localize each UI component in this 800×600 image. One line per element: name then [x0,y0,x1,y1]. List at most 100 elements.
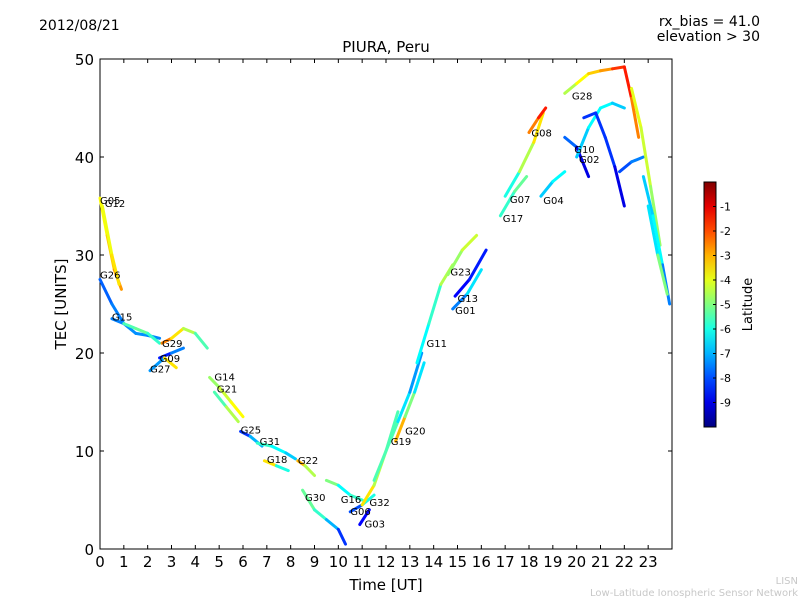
series-label: G12 [105,199,125,210]
series-segment [503,170,521,198]
series-label: G13 [458,294,478,305]
series-segment [587,69,602,76]
series-segment [110,317,126,326]
series-label: G07 [510,195,530,206]
series-segment [160,336,173,345]
series-G13 [453,248,488,298]
series-segment [313,508,328,522]
series-segment [284,451,297,461]
series-segment [465,268,483,296]
series-label: G29 [162,339,182,350]
series-segment [303,464,316,477]
series-segment [582,111,598,120]
series-G23 [446,233,479,277]
series-label: G14 [214,373,234,384]
series-segment [610,101,626,110]
series-unlabeled [618,155,645,174]
series-segment [517,140,536,174]
series-label: G03 [365,520,385,531]
colorbar-label: Latitude [741,278,756,332]
series-segment [532,111,545,144]
series-segment [629,96,641,139]
series-segment [575,126,591,159]
series-segment [610,65,626,71]
x-tick-label: 15 [448,553,467,571]
y-axis-label: TEC [UNITS] [52,259,70,351]
series-G09 [158,346,185,360]
x-tick-label: 20 [567,553,586,571]
series-segment [336,483,352,497]
x-tick-label: 12 [376,553,395,571]
series-segment [622,65,633,100]
x-tick-label: 14 [424,553,443,571]
y-tick-label: 0 [84,541,94,559]
elevation-label: elevation > 30 [656,29,760,45]
x-axis-label: Time [UT] [348,576,422,594]
colorbar-tick-label: -9 [720,397,731,410]
series-segment [453,278,471,298]
series-segment [348,493,364,502]
colorbar-tick-label: -1 [720,201,731,214]
series-label: G26 [100,271,120,282]
series-label: G21 [217,384,237,395]
series-segment [162,356,178,370]
series-unlabeled [582,111,626,208]
series-G15 [110,317,162,345]
series-segment [629,86,643,130]
series-segment [618,160,633,174]
series-G20 [394,361,426,443]
series-segment [587,106,602,130]
series-segment [134,331,150,337]
x-tick-label: 8 [286,553,296,571]
series-segment [613,165,626,208]
series-segment [413,361,426,394]
x-tick-label: 11 [353,553,372,571]
series-segment [427,282,443,326]
credit-long: Low-Latitude Ionospheric Sensor Network [590,588,798,599]
colorbar-tick-label: -7 [720,348,731,361]
series-G01 [451,268,483,311]
series-segment [527,116,541,134]
x-tick-label: 17 [496,553,515,571]
series-G07 [503,111,545,198]
series-G32 [360,410,400,507]
series-segment [98,278,114,306]
series-G16 [324,478,364,502]
series-G29 [160,327,209,350]
series-segment [229,400,245,419]
series-segment [274,464,290,473]
series-label: G32 [369,498,389,509]
series-label: G18 [267,455,287,466]
series-segment [384,420,400,453]
series-label: G05 [100,196,120,207]
x-tick-label: 3 [167,553,177,571]
series-segment [467,248,488,281]
series-segment [146,331,162,345]
series-label: G02 [579,155,599,166]
series-segment [656,253,669,296]
series-segment [603,135,617,169]
series-unlabeled [646,204,669,296]
series-label: G20 [405,426,425,437]
series-G17 [498,175,529,218]
series-segment [537,106,548,120]
series-label: G06 [350,507,370,518]
series-segment [224,405,240,424]
series-label: G01 [455,306,475,317]
x-tick-label: 16 [472,553,491,571]
series-G28 [563,65,641,139]
series-segment [193,331,209,350]
series-segment [110,253,121,286]
y-tick-label: 20 [75,345,94,363]
x-tick-label: 10 [329,553,348,571]
series-segment [358,508,371,526]
series-segment [110,302,126,326]
series-segment [217,385,233,404]
series-segment [372,449,388,482]
series-segment [348,503,364,514]
x-tick-label: 1 [119,553,129,571]
date-label: 2012/08/21 [39,18,120,34]
series-label: G11 [427,339,447,350]
series-segment [148,356,166,373]
